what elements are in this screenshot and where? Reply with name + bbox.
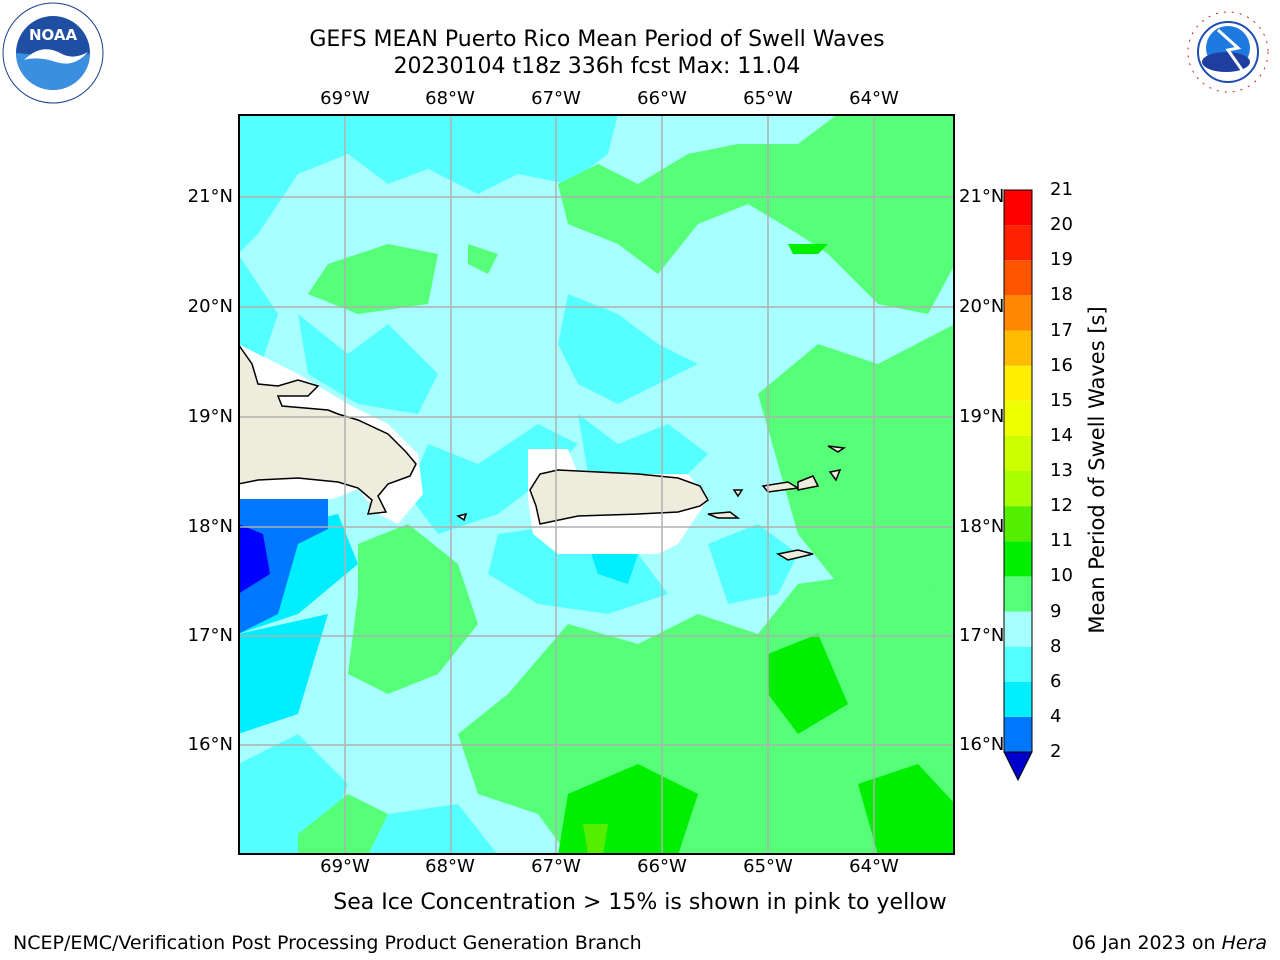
map-panel (237, 114, 955, 855)
lat-tick-left: 18°N (187, 516, 233, 537)
colorbar-graphic (1003, 189, 1033, 782)
footer-machine: Hera (1221, 932, 1267, 954)
contour-band-11-12 (583, 824, 608, 855)
colorbar-tick-label: 12 (1050, 495, 1073, 517)
colorbar-segment (1004, 330, 1032, 366)
lat-tick-left: 20°N (187, 296, 233, 317)
colorbar-segment (1004, 260, 1032, 296)
graticule (238, 114, 955, 855)
colorbar-tick-label: 17 (1050, 319, 1073, 341)
colorbar-segment (1004, 506, 1032, 542)
chart-subtitle: 20230104 t18z 336h fcst Max: 11.04 (393, 54, 801, 79)
noaa-logo: NOAA (2, 2, 104, 104)
colorbar-segment (1004, 646, 1032, 682)
lat-tick-left: 19°N (187, 406, 233, 427)
colorbar-tick-label: 21 (1050, 179, 1073, 200)
sea-ice-note: Sea Ice Concentration > 15% is shown in … (333, 890, 947, 915)
map-frame (238, 114, 955, 855)
lon-tick-top: 66°W (637, 88, 687, 109)
nws-logo (1178, 2, 1278, 102)
chart-title: GEFS MEAN Puerto Rico Mean Period of Swe… (309, 27, 885, 52)
lat-tick-right: 21°N (959, 186, 1005, 207)
colorbar-tick-label: 4 (1050, 705, 1062, 727)
colorbar-tick-label: 9 (1050, 600, 1062, 622)
lat-tick-right: 16°N (959, 734, 1005, 755)
colorbar-segment (1004, 400, 1032, 436)
colorbar-segment (1004, 225, 1032, 261)
swell-period-map (237, 114, 955, 855)
lon-tick-bottom: 67°W (531, 856, 581, 877)
lat-tick-left: 16°N (187, 734, 233, 755)
lat-tick-right: 20°N (959, 296, 1005, 317)
colorbar-segment (1004, 716, 1032, 752)
lat-tick-right: 18°N (959, 516, 1005, 537)
colorbar-tick-label: 19 (1050, 249, 1073, 271)
lon-tick-top: 64°W (849, 88, 899, 109)
colorbar-segment (1004, 190, 1032, 226)
colorbar-tick-label: 20 (1050, 214, 1073, 236)
noaa-logo-text: NOAA (29, 26, 78, 44)
colorbar-under-arrow (1003, 751, 1033, 782)
lon-tick-bottom: 64°W (849, 856, 899, 877)
colorbar-segment (1004, 365, 1032, 401)
colorbar-ticks: 2 4 6 8 9 10 11 12 13 14 15 16 17 18 19 20 21 (1050, 180, 1090, 770)
lon-tick-top: 67°W (531, 88, 581, 109)
lon-tick-top: 68°W (425, 88, 475, 109)
lon-tick-bottom: 68°W (425, 856, 475, 877)
colorbar-tick-label: 2 (1050, 741, 1062, 762)
footer-date-text: 06 Jan 2023 on (1071, 932, 1216, 954)
footer-branch: NCEP/EMC/Verification Post Processing Pr… (13, 932, 642, 954)
lon-tick-top: 65°W (743, 88, 793, 109)
lat-tick-right: 19°N (959, 406, 1005, 427)
colorbar-tick-label: 18 (1050, 284, 1073, 306)
lon-tick-bottom: 66°W (637, 856, 687, 877)
lat-tick-left: 17°N (187, 625, 233, 646)
colorbar-segment (1004, 295, 1032, 331)
lat-tick-right: 17°N (959, 625, 1005, 646)
colorbar-segment (1004, 576, 1032, 612)
colorbar-tick-label: 15 (1050, 389, 1073, 411)
contour-band-9-10 (298, 114, 955, 855)
colorbar (1000, 185, 1045, 785)
colorbar-segment (1004, 611, 1032, 647)
colorbar-label: Mean Period of Swell Waves [s] (1085, 306, 1109, 634)
colorbar-frame (1003, 189, 1033, 753)
colorbar-segment (1004, 681, 1032, 717)
lon-tick-bottom: 65°W (743, 856, 793, 877)
colorbar-segment (1004, 435, 1032, 471)
lat-tick-left: 21°N (187, 186, 233, 207)
contour-band-2-4 (238, 499, 328, 634)
colorbar-tick-label: 11 (1050, 530, 1073, 552)
colorbar-tick-label: 16 (1050, 354, 1073, 376)
colorbar-tick-label: 8 (1050, 635, 1062, 657)
colorbar-tick-label: 10 (1050, 565, 1073, 587)
colorbar-tick-label: 14 (1050, 424, 1073, 446)
footer-date: 06 Jan 2023 on Hera (1072, 932, 1267, 954)
lon-tick-top: 69°W (320, 88, 370, 109)
lon-tick-bottom: 69°W (320, 856, 370, 877)
contour-band-under-2 (238, 524, 270, 594)
colorbar-segment (1004, 471, 1032, 507)
colorbar-segment (1004, 541, 1032, 577)
colorbar-tick-label: 13 (1050, 460, 1073, 481)
colorbar-tick-label: 6 (1050, 670, 1062, 692)
